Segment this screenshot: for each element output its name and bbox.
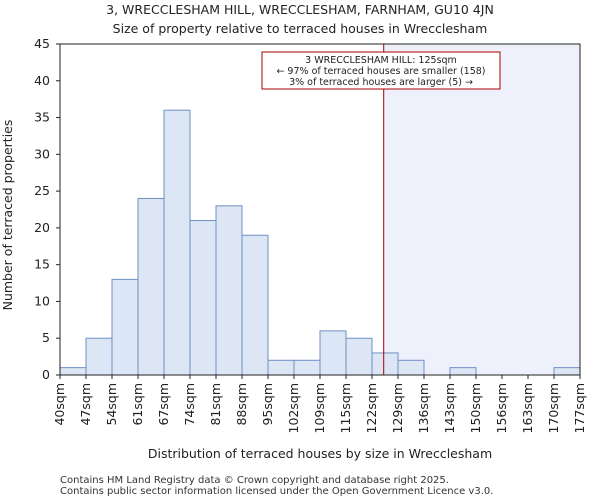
y-axis-label: Number of terraced properties bbox=[0, 120, 15, 311]
footer-line-1: Contains HM Land Registry data © Crown c… bbox=[60, 475, 449, 486]
chart-subtitle: Size of property relative to terraced ho… bbox=[113, 21, 488, 36]
x-tick-label: 88sqm bbox=[234, 383, 249, 426]
plot-area: 0 5 10 15 20 25 30 35 40 45 40sqm 47sqm 54sqm 61sqm 67… bbox=[34, 36, 587, 433]
bar bbox=[553, 367, 581, 376]
y-tick-label: 15 bbox=[34, 257, 50, 272]
x-tick-label: 136sqm bbox=[416, 383, 431, 433]
x-tick-label: 74sqm bbox=[182, 383, 197, 426]
y-tick-label: 20 bbox=[34, 220, 50, 235]
y-tick-label: 35 bbox=[34, 110, 50, 125]
y-tick-label: 5 bbox=[42, 330, 50, 345]
x-tick-label: 67sqm bbox=[156, 383, 171, 426]
bar bbox=[189, 220, 217, 376]
bar bbox=[293, 359, 321, 376]
y-tick-label: 0 bbox=[42, 367, 50, 382]
x-tick-label: 177sqm bbox=[572, 383, 587, 433]
bar bbox=[449, 367, 477, 376]
x-axis-label: Distribution of terraced houses by size … bbox=[148, 446, 492, 461]
x-tick-label: 61sqm bbox=[130, 383, 145, 426]
x-tick-label: 102sqm bbox=[286, 383, 301, 433]
y-tick-label: 25 bbox=[34, 183, 50, 198]
annotation-text: ← 97% of terraced houses are smaller (15… bbox=[276, 66, 485, 77]
x-tick-label: 156sqm bbox=[494, 383, 509, 433]
x-tick-label: 47sqm bbox=[78, 383, 93, 426]
annotation-text: 3 WRECCLESHAM HILL: 125sqm bbox=[305, 55, 457, 66]
y-tick-label: 40 bbox=[34, 73, 50, 88]
bar bbox=[111, 278, 139, 376]
bar bbox=[137, 197, 165, 376]
x-tick-label: 150sqm bbox=[468, 383, 483, 433]
bar bbox=[319, 330, 347, 376]
x-tick-label: 129sqm bbox=[390, 383, 405, 433]
footer-line-2: Contains public sector information licen… bbox=[60, 486, 493, 497]
x-tick-label: 170sqm bbox=[546, 383, 561, 433]
x-tick-label: 95sqm bbox=[260, 383, 275, 426]
bar bbox=[215, 205, 243, 376]
chart-title: 3, WRECCLESHAM HILL, WRECCLESHAM, FARNHA… bbox=[106, 2, 494, 17]
bar bbox=[267, 359, 295, 376]
x-tick-label: 122sqm bbox=[364, 383, 379, 433]
y-tick-label: 30 bbox=[34, 146, 50, 161]
x-tick-label: 115sqm bbox=[338, 383, 353, 433]
bar bbox=[241, 234, 269, 376]
x-tick-label: 81sqm bbox=[208, 383, 223, 426]
x-tick-label: 143sqm bbox=[442, 383, 457, 433]
x-tick-label: 109sqm bbox=[312, 383, 327, 433]
x-tick-label: 40sqm bbox=[52, 383, 67, 426]
annotation-text: 3% of terraced houses are larger (5) → bbox=[289, 77, 473, 88]
y-tick-label: 10 bbox=[34, 293, 50, 308]
bar bbox=[163, 109, 191, 376]
x-tick-label: 54sqm bbox=[104, 383, 119, 426]
bar bbox=[371, 352, 399, 376]
y-tick-label: 45 bbox=[34, 36, 50, 51]
bar bbox=[59, 367, 87, 376]
bar bbox=[85, 337, 113, 376]
highlight-region bbox=[383, 44, 580, 375]
annotation-box bbox=[261, 51, 501, 90]
bar bbox=[397, 359, 425, 376]
bar bbox=[345, 337, 373, 376]
x-tick-label: 163sqm bbox=[520, 383, 535, 433]
